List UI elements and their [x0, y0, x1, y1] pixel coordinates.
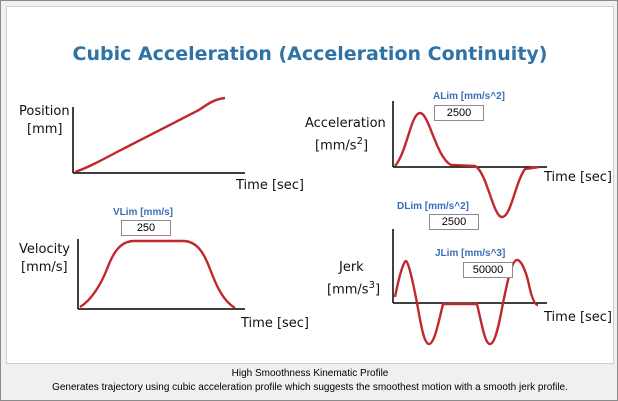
- dlim-value-field[interactable]: 2500: [429, 214, 479, 230]
- vlim-value-field[interactable]: 250: [121, 220, 171, 236]
- velocity-xlabel: Time [sec]: [241, 316, 310, 331]
- jlim-value-field[interactable]: 50000: [463, 262, 513, 278]
- alim-label: ALim [mm/s^2]: [433, 91, 505, 102]
- jerk-ylabel: Jerk [mm/s3]: [327, 260, 381, 298]
- position-ylabel: Position [mm]: [19, 104, 70, 137]
- jlim-label: JLim [mm/s^3]: [435, 248, 506, 259]
- alim-value-field[interactable]: 2500: [434, 105, 484, 121]
- acceleration-curve: [394, 111, 540, 219]
- acceleration-xlabel: Time [sec]: [544, 170, 613, 185]
- footer-description: Generates trajectory using cubic acceler…: [52, 382, 568, 393]
- acceleration-plot: [392, 101, 547, 219]
- jerk-xlabel: Time [sec]: [544, 310, 613, 325]
- position-curve: [74, 96, 226, 174]
- velocity-plot: [77, 239, 245, 310]
- footer-heading: High Smoothness Kinematic Profile: [231, 368, 389, 379]
- position-plot: [72, 96, 245, 174]
- velocity-ylabel: Velocity [mm/s]: [19, 242, 70, 275]
- vlim-label: VLim [mm/s]: [113, 207, 174, 218]
- dlim-label: DLim [mm/s^2]: [397, 201, 469, 212]
- diagram-title: Cubic Acceleration (Acceleration Continu…: [72, 43, 548, 65]
- kinematic-plots: [72, 96, 547, 346]
- acceleration-ylabel: Acceleration [mm/s2]: [305, 116, 386, 154]
- velocity-curve: [79, 239, 236, 310]
- position-xlabel: Time [sec]: [236, 178, 305, 193]
- jerk-plot: [392, 229, 547, 346]
- jerk-curve: [393, 258, 539, 346]
- diagram-panel: Cubic Acceleration (Acceleration Continu…: [6, 6, 614, 364]
